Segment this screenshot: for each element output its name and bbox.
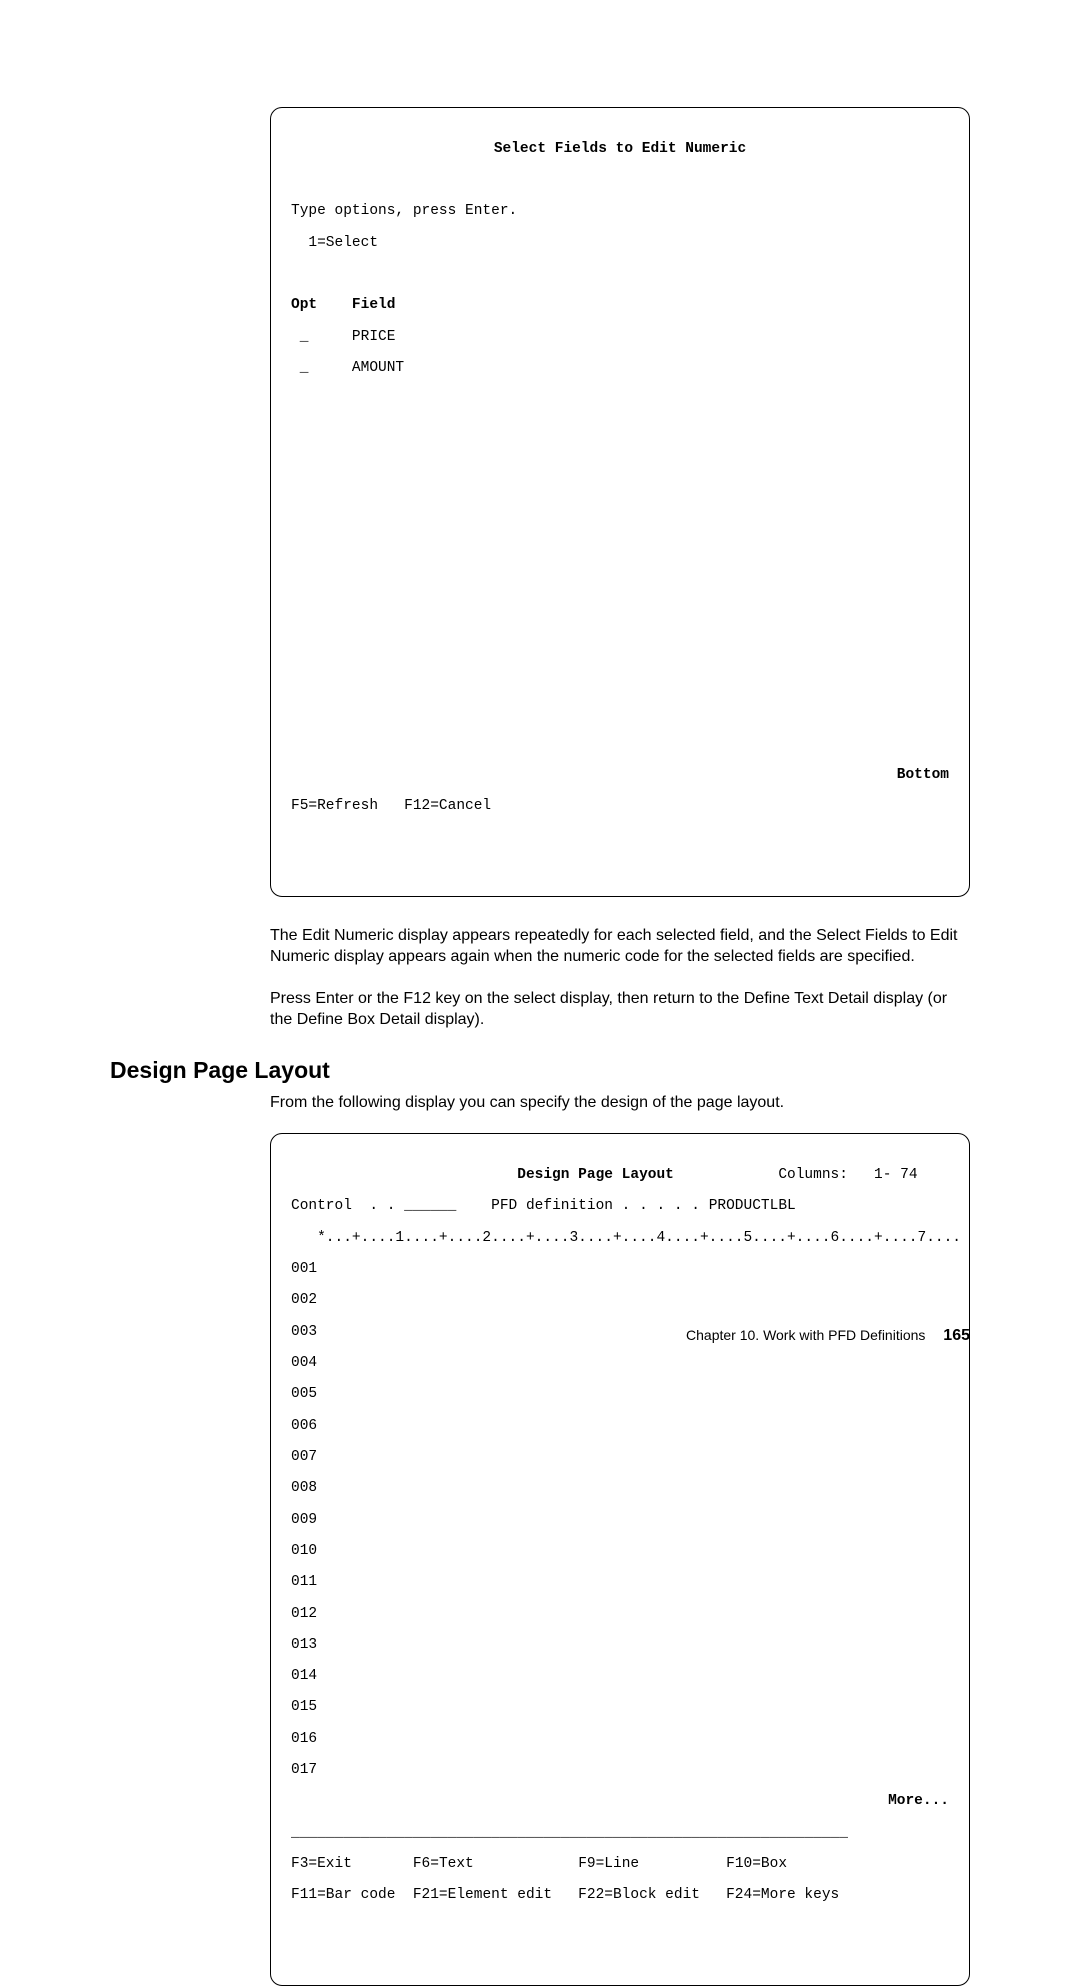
line-number: 008 — [291, 1481, 949, 1497]
fkey-f10[interactable]: F10=Box — [726, 1856, 787, 1872]
fkey-f11[interactable]: F11=Bar code — [291, 1887, 395, 1903]
fkey-f21[interactable]: F21=Element edit — [413, 1887, 552, 1903]
terminal2-separator: ________________________________________… — [291, 1826, 949, 1842]
terminal-design-page-layout: Design Page Layout Columns: 1- 74 Contro… — [270, 1133, 970, 1985]
line-number: 010 — [291, 1544, 949, 1560]
terminal1-title: Select Fields to Edit Numeric — [291, 142, 949, 158]
line-number: 007 — [291, 1450, 949, 1466]
terminal2-ruler: *...+....1....+....2....+....3....+....4… — [291, 1231, 949, 1247]
line-number: 005 — [291, 1387, 949, 1403]
terminal-select-fields: Select Fields to Edit Numeric Type optio… — [270, 107, 970, 897]
terminal1-row[interactable]: _ AMOUNT — [291, 361, 949, 377]
fkey-f3[interactable]: F3=Exit — [291, 1856, 352, 1872]
terminal2-title-line: Design Page Layout Columns: 1- 74 — [291, 1168, 949, 1184]
fkey-f22[interactable]: F22=Block edit — [578, 1887, 700, 1903]
line-number: 006 — [291, 1419, 949, 1435]
terminal2-more-indicator: More... — [291, 1794, 949, 1810]
line-number: 011 — [291, 1575, 949, 1591]
footer-page-number: 165 — [943, 1327, 970, 1344]
pfd-def-value: PRODUCTLBL — [709, 1198, 796, 1214]
page-footer: Chapter 10. Work with PFD Definitions 16… — [686, 1327, 970, 1345]
terminal2-control-line: Control . . ______ PFD definition . . . … — [291, 1199, 949, 1215]
terminal1-instr2: 1=Select — [291, 236, 949, 252]
line-number: 002 — [291, 1293, 949, 1309]
line-number: 014 — [291, 1669, 949, 1685]
line-number: 004 — [291, 1356, 949, 1372]
paragraph-3: From the following display you can speci… — [270, 1092, 970, 1114]
terminal2-title: Design Page Layout — [517, 1167, 674, 1183]
terminal2-fkeys-row2[interactable]: F11=Bar code F21=Element edit F22=Block … — [291, 1888, 949, 1904]
line-number: 001 — [291, 1262, 949, 1278]
terminal1-instr1: Type options, press Enter. — [291, 204, 949, 220]
line-number: 017 — [291, 1763, 949, 1779]
control-input[interactable]: ______ — [404, 1198, 456, 1214]
terminal1-row[interactable]: _ PRICE — [291, 330, 949, 346]
terminal1-fkeys[interactable]: F5=Refresh F12=Cancel — [291, 799, 949, 815]
columns-label: Columns: — [778, 1167, 848, 1183]
control-label: Control . . — [291, 1198, 395, 1214]
line-number: 013 — [291, 1638, 949, 1654]
terminal1-bottom-indicator: Bottom — [291, 768, 949, 784]
fkey-f9[interactable]: F9=Line — [578, 1856, 639, 1872]
line-number: 016 — [291, 1732, 949, 1748]
footer-chapter: Chapter 10. Work with PFD Definitions — [686, 1327, 925, 1343]
fkey-f24[interactable]: F24=More keys — [726, 1887, 839, 1903]
columns-value: 1- 74 — [874, 1167, 918, 1183]
terminal2-fkeys-row1[interactable]: F3=Exit F6=Text F9=Line F10=Box — [291, 1857, 949, 1873]
paragraph-1: The Edit Numeric display appears repeate… — [270, 925, 970, 968]
terminal1-header: Opt Field — [291, 298, 949, 314]
paragraph-2: Press Enter or the F12 key on the select… — [270, 988, 970, 1031]
line-number: 015 — [291, 1700, 949, 1716]
section-heading: Design Page Layout — [110, 1057, 970, 1084]
line-number: 012 — [291, 1607, 949, 1623]
line-number: 009 — [291, 1513, 949, 1529]
pfd-def-label: PFD definition . . . . . — [491, 1198, 700, 1214]
fkey-f6[interactable]: F6=Text — [413, 1856, 474, 1872]
